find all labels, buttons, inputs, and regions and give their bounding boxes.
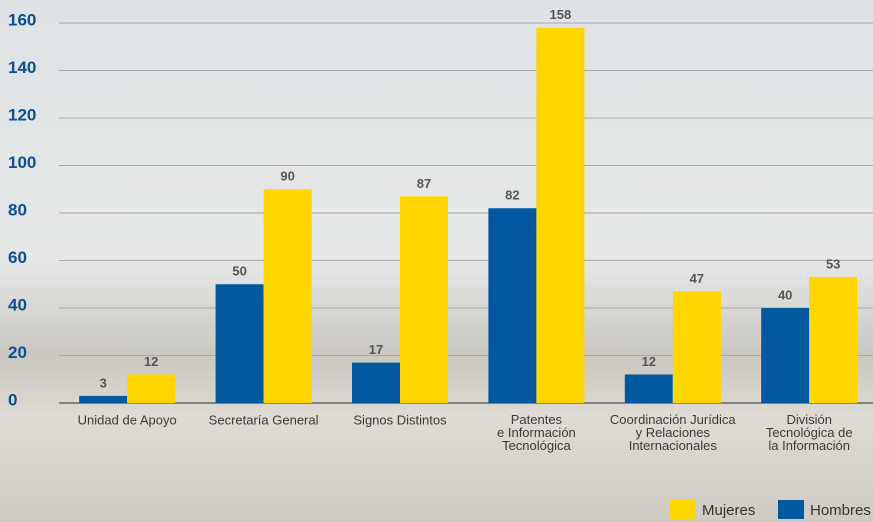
value-label: 53 bbox=[826, 257, 840, 272]
bar bbox=[263, 189, 312, 403]
bar bbox=[352, 362, 400, 403]
y-tick-label: 0 bbox=[8, 390, 17, 409]
legend-label: Mujeres bbox=[702, 502, 755, 519]
value-label: 87 bbox=[417, 176, 431, 191]
y-tick-label: 40 bbox=[8, 295, 27, 314]
x-tick-label: Signos Distintos bbox=[353, 412, 447, 427]
bar bbox=[672, 291, 721, 403]
y-tick-label: 60 bbox=[8, 248, 27, 267]
x-tick-label: Unidad de Apoyo bbox=[78, 412, 177, 427]
value-label: 82 bbox=[505, 188, 519, 203]
value-label: 158 bbox=[550, 7, 572, 22]
y-tick-label: 80 bbox=[8, 200, 27, 219]
y-tick-label: 140 bbox=[8, 58, 36, 77]
bar bbox=[761, 308, 810, 403]
value-label: 12 bbox=[642, 354, 656, 369]
x-tick-label: Patentes e Información Tecnológica bbox=[497, 412, 576, 453]
x-tick-label: Coordinación Jurídica y Relaciones Interna… bbox=[610, 412, 737, 453]
x-tick-label: División Tecnológica de la Información bbox=[766, 412, 853, 453]
bar bbox=[400, 196, 448, 403]
legend-swatch bbox=[778, 500, 804, 519]
bar bbox=[488, 208, 537, 403]
value-label: 40 bbox=[778, 287, 792, 302]
value-label: 47 bbox=[690, 271, 704, 286]
value-label: 17 bbox=[369, 342, 383, 357]
bar bbox=[215, 284, 264, 403]
value-label: 90 bbox=[280, 169, 294, 184]
y-tick-label: 20 bbox=[8, 343, 27, 362]
legend-swatch bbox=[670, 500, 696, 519]
y-tick-label: 100 bbox=[8, 153, 36, 172]
y-tick-label: 120 bbox=[8, 105, 36, 124]
value-label: 50 bbox=[232, 264, 246, 279]
bar bbox=[536, 27, 585, 403]
value-label: 3 bbox=[100, 375, 107, 390]
x-tick-label: Secretaría General bbox=[209, 412, 319, 427]
bar bbox=[624, 374, 673, 403]
bar bbox=[809, 277, 858, 403]
legend-label: Hombres bbox=[810, 502, 871, 519]
bar bbox=[127, 374, 176, 403]
y-tick-label: 160 bbox=[8, 10, 36, 29]
bar bbox=[79, 395, 128, 403]
value-label: 12 bbox=[144, 354, 158, 369]
